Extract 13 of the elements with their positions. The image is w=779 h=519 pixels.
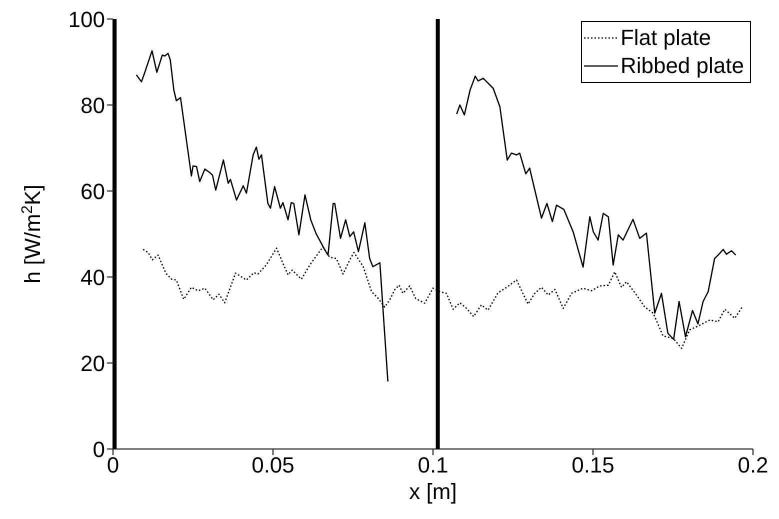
- x-tick-label: 0.2: [738, 452, 768, 478]
- y-tick-label: 0: [92, 436, 105, 462]
- legend-label: Flat plate: [620, 24, 711, 52]
- x-tick-label: 0.05: [252, 452, 294, 478]
- legend-label: Ribbed plate: [620, 52, 744, 80]
- y-tick-label: 60: [80, 178, 105, 204]
- y-tick-label: 80: [80, 92, 105, 118]
- x-tick-label: 0.15: [572, 452, 614, 478]
- x-tick-label: 0.1: [418, 452, 448, 478]
- y-tick-label: 20: [80, 350, 105, 376]
- y-tick-label: 100: [68, 6, 105, 32]
- y-tick-label: 40: [80, 264, 105, 290]
- x-axis-title: x [m]: [409, 479, 457, 504]
